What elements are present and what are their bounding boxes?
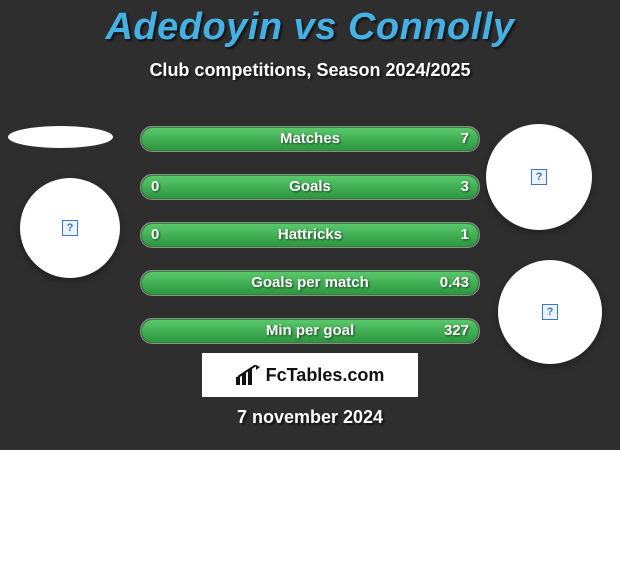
stage: Adedoyin vs Connolly Club competitions, … bbox=[0, 0, 620, 580]
stat-bar: Min per goal327 bbox=[140, 318, 480, 344]
page-subtitle: Club competitions, Season 2024/2025 bbox=[0, 60, 620, 81]
stat-right-value: 1 bbox=[461, 223, 469, 247]
stat-right-value: 7 bbox=[461, 127, 469, 151]
right-avatar-top-circle bbox=[486, 124, 592, 230]
stat-label: Matches bbox=[141, 127, 479, 151]
logo-box: FcTables.com bbox=[202, 353, 418, 397]
stat-bar: Matches7 bbox=[140, 126, 480, 152]
stat-label: Hattricks bbox=[141, 223, 479, 247]
stat-left-value: 0 bbox=[151, 223, 159, 247]
logo: FcTables.com bbox=[236, 365, 385, 386]
left-ellipse bbox=[8, 126, 113, 148]
stat-bar: Goals0 3 bbox=[140, 174, 480, 200]
footer-date: 7 november 2024 bbox=[0, 407, 620, 428]
logo-text: FcTables.com bbox=[266, 365, 385, 386]
stat-left-value: 0 bbox=[151, 175, 159, 199]
stat-right-value: 0.43 bbox=[440, 271, 469, 295]
placeholder-icon bbox=[62, 220, 78, 236]
stat-bars: Matches7Goals03Hattricks01Goals per matc… bbox=[140, 126, 480, 366]
page-title: Adedoyin vs Connolly bbox=[0, 6, 620, 49]
right-avatar-bottom-circle bbox=[498, 260, 602, 364]
stat-label: Min per goal bbox=[141, 319, 479, 343]
placeholder-icon bbox=[542, 304, 558, 320]
stat-bar: Goals per match0.43 bbox=[140, 270, 480, 296]
stat-label: Goals per match bbox=[141, 271, 479, 295]
stat-bar: Hattricks0 1 bbox=[140, 222, 480, 248]
placeholder-icon bbox=[531, 169, 547, 185]
stat-right-value: 3 bbox=[461, 175, 469, 199]
left-avatar-circle bbox=[20, 178, 120, 278]
stat-right-value: 327 bbox=[444, 319, 469, 343]
bars-icon bbox=[236, 365, 260, 385]
stat-label: Goals bbox=[141, 175, 479, 199]
